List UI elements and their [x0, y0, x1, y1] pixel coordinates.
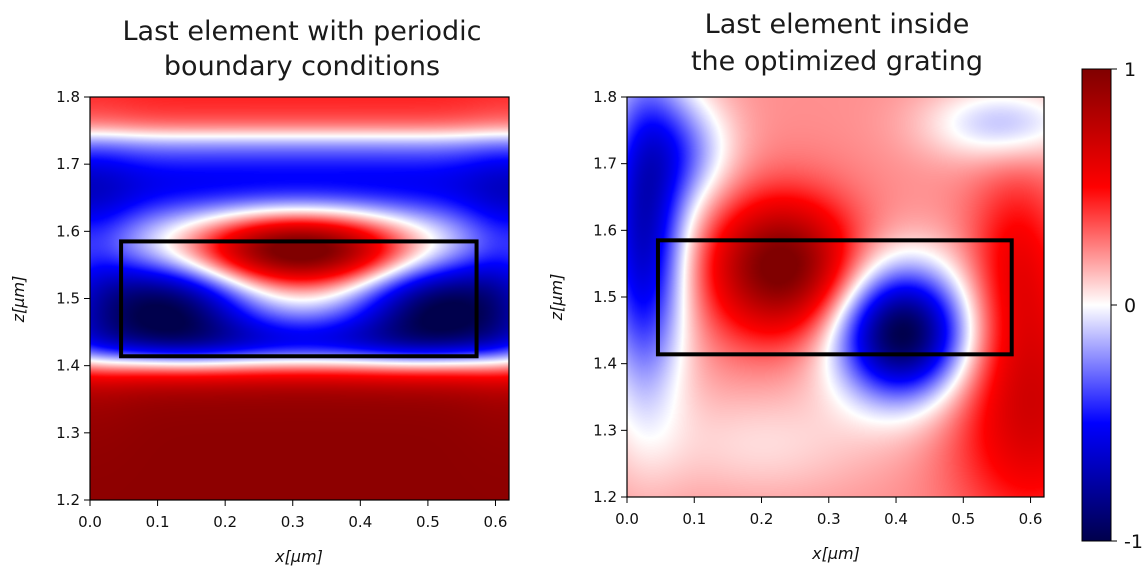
- left-chart-title-line-2: boundary conditions: [164, 51, 440, 82]
- colorbar-gradient: [1081, 68, 1112, 542]
- y-tick-label: 1.4: [593, 355, 617, 373]
- y-tick-label: 1.2: [593, 488, 617, 506]
- x-tick-label: 0.4: [348, 513, 372, 531]
- x-tick-label: 0.5: [951, 510, 975, 528]
- y-tick-label: 1.4: [56, 357, 80, 375]
- right-heatmap-field: [627, 97, 1044, 497]
- x-tick-label: 0.0: [615, 510, 639, 528]
- x-tick-label: 0.1: [682, 510, 706, 528]
- right-grating-box: [655, 238, 1014, 357]
- right-chart-title-line-2: the optimized grating: [691, 46, 983, 77]
- right-x-axis-ticks: 0.0 0.1 0.2 0.3 0.4 0.5 0.6: [615, 497, 1042, 528]
- x-tick-label: 0.0: [78, 513, 102, 531]
- right-y-axis-ticks: 1.2 1.3 1.4 1.5 1.6 1.7 1.8: [593, 88, 627, 506]
- y-tick-label: 1.3: [56, 424, 80, 442]
- right-x-axis-label: x[μm]: [811, 544, 860, 563]
- x-tick-label: 0.5: [416, 513, 440, 531]
- left-y-axis-label: z[μm]: [9, 276, 28, 324]
- colorbar-max-label: 1: [1124, 59, 1136, 81]
- x-tick-label: 0.2: [213, 513, 237, 531]
- x-tick-label: 0.2: [750, 510, 774, 528]
- colorbar-mid-label: 0: [1124, 295, 1136, 317]
- y-tick-label: 1.2: [56, 491, 80, 509]
- left-x-axis-label: x[μm]: [274, 547, 323, 566]
- y-tick-label: 1.5: [56, 290, 80, 308]
- left-y-axis-ticks: 1.2 1.3 1.4 1.5 1.6 1.7 1.8: [56, 88, 90, 509]
- right-heatmap-panel: Last element inside the optimized gratin…: [547, 9, 1045, 563]
- y-tick-label: 1.7: [56, 155, 80, 173]
- y-tick-label: 1.8: [56, 88, 80, 106]
- left-chart-title-line-1: Last element with periodic: [123, 16, 482, 47]
- x-tick-label: 0.3: [817, 510, 841, 528]
- y-tick-label: 1.6: [56, 222, 80, 240]
- y-tick-label: 1.8: [593, 88, 617, 106]
- colorbar: 1 0 -1: [1081, 59, 1143, 553]
- right-y-axis-label: z[μm]: [547, 274, 566, 322]
- right-chart-title-line-1: Last element inside: [705, 9, 970, 40]
- left-grating-box: [119, 239, 479, 359]
- y-tick-label: 1.7: [593, 155, 617, 173]
- y-tick-label: 1.6: [593, 221, 617, 239]
- left-heatmap-field: [90, 97, 509, 500]
- y-tick-label: 1.5: [593, 288, 617, 306]
- x-tick-label: 0.6: [1019, 510, 1043, 528]
- y-tick-label: 1.3: [593, 421, 617, 439]
- x-tick-label: 0.3: [281, 513, 305, 531]
- x-tick-label: 0.1: [146, 513, 170, 531]
- left-heatmap-panel: Last element with periodic boundary cond…: [9, 16, 510, 566]
- colorbar-min-label: -1: [1124, 531, 1143, 553]
- x-tick-label: 0.6: [484, 513, 508, 531]
- x-tick-label: 0.4: [884, 510, 908, 528]
- left-x-axis-ticks: 0.0 0.1 0.2 0.3 0.4 0.5 0.6: [78, 500, 507, 531]
